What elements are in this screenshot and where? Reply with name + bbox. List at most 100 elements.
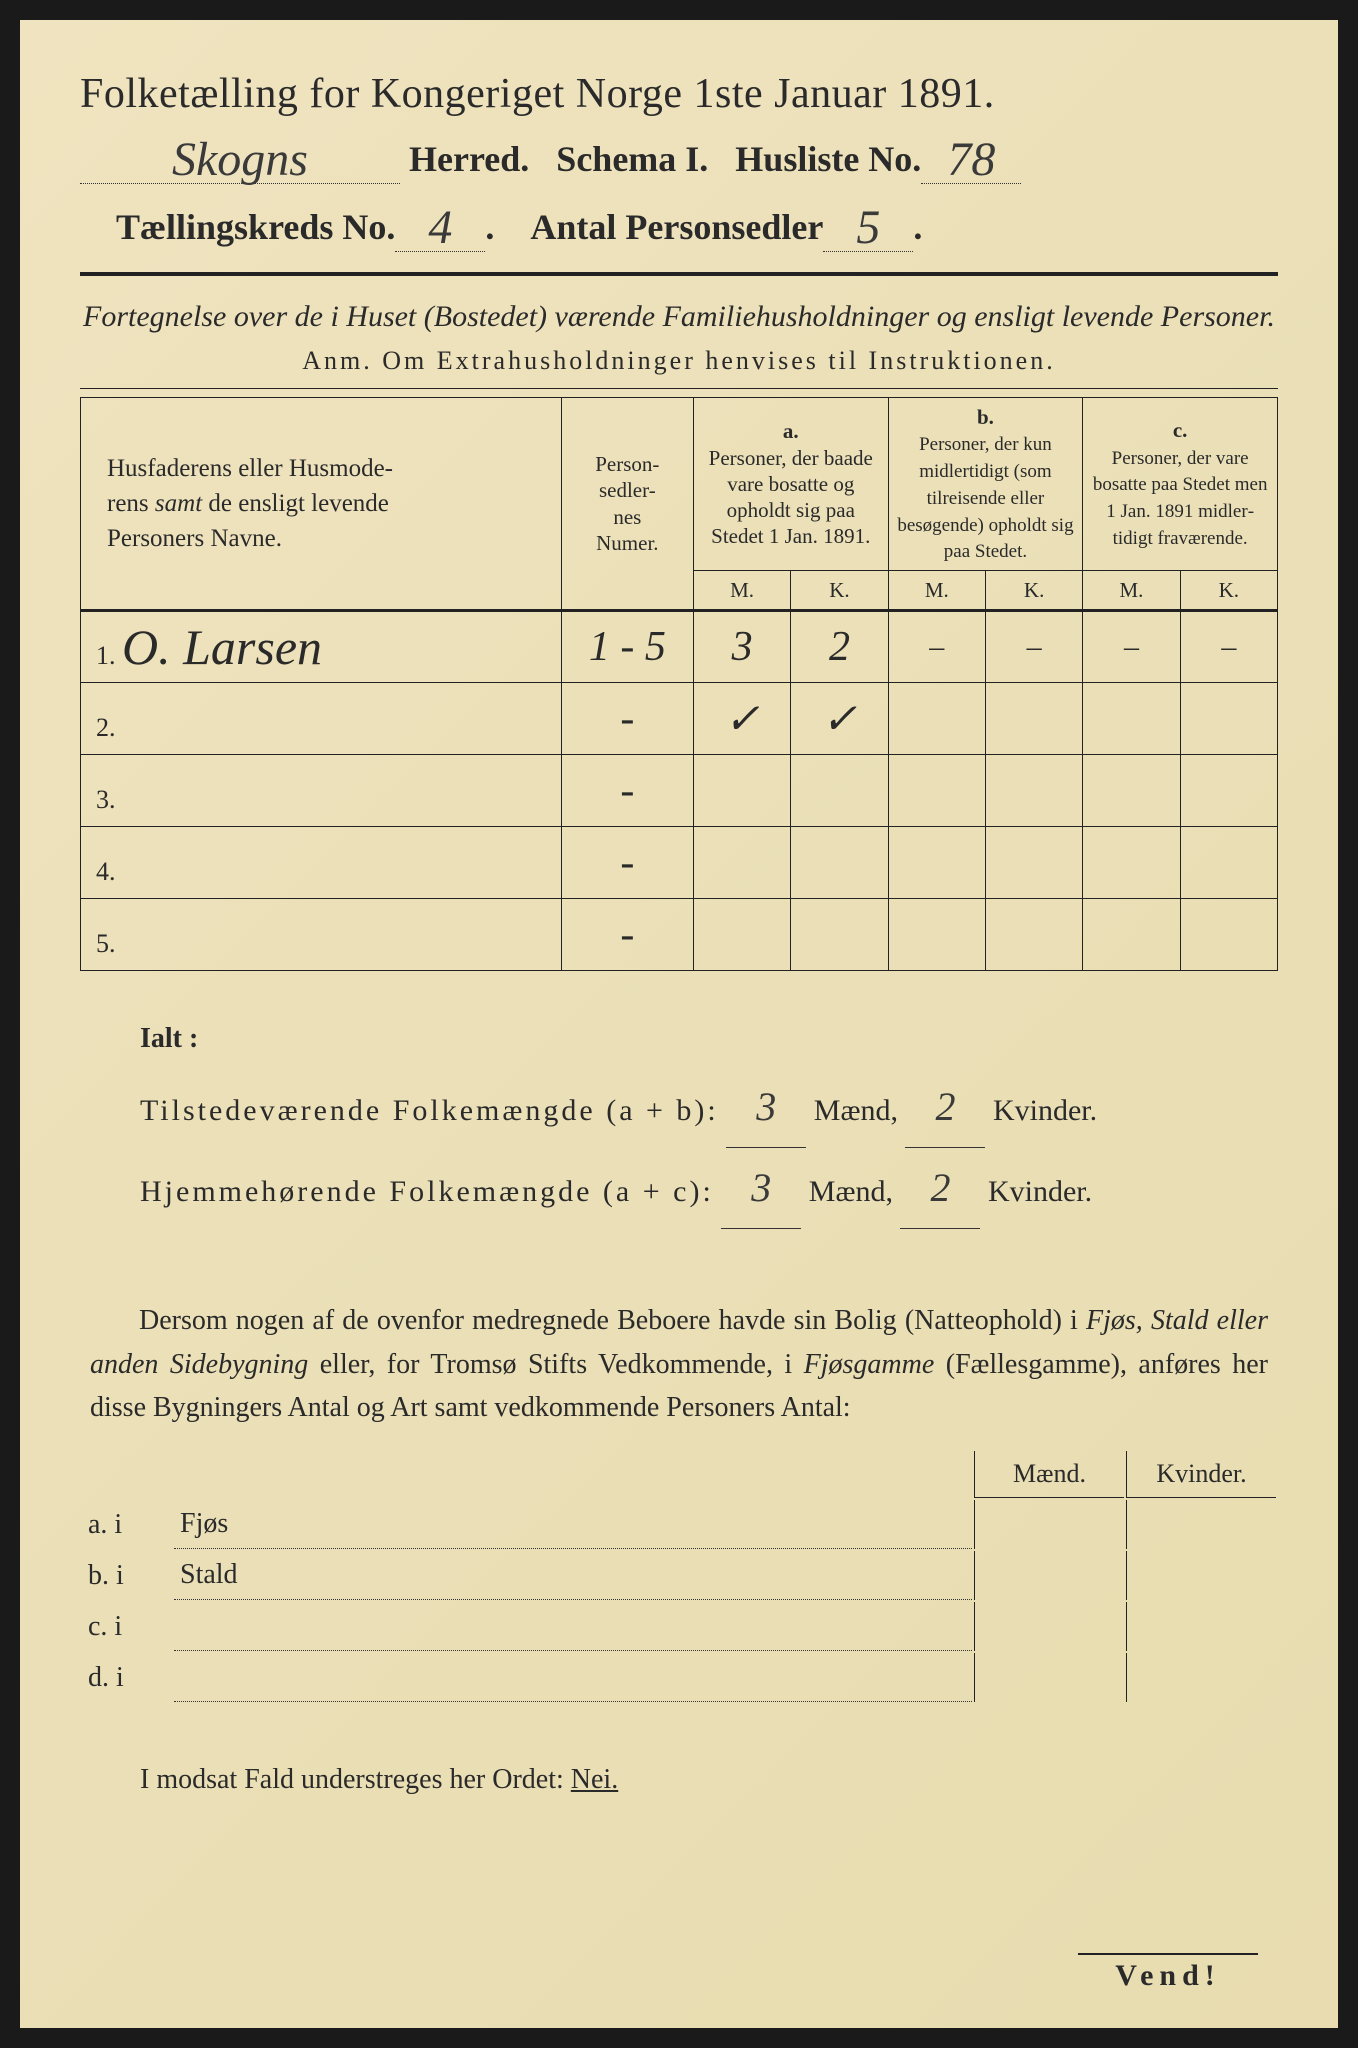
side-row-label: d. i bbox=[82, 1653, 172, 1702]
side-row-text: Fjøs bbox=[174, 1500, 972, 1549]
cell-c-k bbox=[1180, 899, 1277, 971]
paragraph: Dersom nogen af de ovenfor medregnede Be… bbox=[80, 1299, 1278, 1429]
totals-block: Ialt : Tilstedeværende Folkemængde (a + … bbox=[80, 1011, 1278, 1229]
cell-a-m bbox=[693, 899, 790, 971]
row-label: 3. bbox=[81, 755, 562, 827]
side-row: c. i bbox=[82, 1602, 1276, 1651]
cell-b-m bbox=[888, 683, 985, 755]
cell-c-m bbox=[1083, 827, 1180, 899]
side-row: b. iStald bbox=[82, 1551, 1276, 1600]
th-b-m: M. bbox=[888, 571, 985, 611]
side-cell-m bbox=[974, 1551, 1124, 1600]
cell-sedler: 1 - 5 bbox=[561, 611, 693, 683]
totals-line-1: Tilstedeværende Folkemængde (a + b): 3 M… bbox=[140, 1067, 1278, 1148]
cell-a-k: 2 bbox=[791, 611, 888, 683]
schema-label: Schema I. bbox=[556, 138, 708, 180]
husliste-label: Husliste No. bbox=[735, 138, 921, 180]
kreds-field: 4 bbox=[395, 196, 485, 252]
side-row: d. i bbox=[82, 1653, 1276, 1702]
cell-b-m bbox=[888, 899, 985, 971]
side-row-label: b. i bbox=[82, 1551, 172, 1600]
th-a-k: K. bbox=[791, 571, 888, 611]
cell-a-m bbox=[693, 755, 790, 827]
cell-a-m: 3 bbox=[693, 611, 790, 683]
cell-b-k bbox=[985, 755, 1082, 827]
herred-field: Skogns bbox=[80, 128, 400, 184]
th-name: Husfaderens eller Husmode-rens samt de e… bbox=[81, 398, 562, 611]
side-row-text bbox=[174, 1653, 972, 1702]
cell-b-k bbox=[985, 683, 1082, 755]
footer-line: I modsat Fald understreges her Ordet: Ne… bbox=[80, 1764, 1278, 1796]
cell-a-m bbox=[693, 827, 790, 899]
side-row-text: Stald bbox=[174, 1551, 972, 1600]
husliste-field: 78 bbox=[921, 128, 1021, 184]
totals-line-2: Hjemmehørende Folkemængde (a + c): 3 Mæn… bbox=[140, 1148, 1278, 1229]
cell-sedler: - bbox=[561, 827, 693, 899]
row-label: 2. bbox=[81, 683, 562, 755]
cell-sedler: - bbox=[561, 899, 693, 971]
husliste-value: 78 bbox=[947, 133, 995, 186]
ialt-label: Ialt : bbox=[140, 1011, 1278, 1067]
cell-a-k: ✓ bbox=[791, 683, 888, 755]
side-kvinder-head: Kvinder. bbox=[1126, 1451, 1276, 1498]
side-row: a. iFjøs bbox=[82, 1500, 1276, 1549]
table-row: 4. - bbox=[81, 827, 1278, 899]
kreds-label: Tællingskreds No. bbox=[116, 206, 395, 248]
cell-a-k bbox=[791, 899, 888, 971]
vend-label: Vend! bbox=[1078, 1953, 1258, 1993]
divider bbox=[80, 272, 1278, 276]
side-building-table: Mænd. Kvinder. a. iFjøs b. iStald c. i d… bbox=[80, 1449, 1278, 1704]
table-row: 5. - bbox=[81, 899, 1278, 971]
side-cell-k bbox=[1126, 1653, 1276, 1702]
cell-c-m bbox=[1083, 755, 1180, 827]
row-label: 5. bbox=[81, 899, 562, 971]
census-form-page: Folketælling for Kongeriget Norge 1ste J… bbox=[0, 0, 1358, 2048]
personsedler-value: 5 bbox=[856, 201, 880, 254]
cell-b-m bbox=[888, 827, 985, 899]
th-group-c: c. Personer, der vare bosatte paa Stedet… bbox=[1083, 398, 1278, 571]
side-row-label: c. i bbox=[82, 1602, 172, 1651]
footer-word: Nei. bbox=[571, 1764, 618, 1795]
table-row: 2. -✓✓ bbox=[81, 683, 1278, 755]
side-maend-head: Mænd. bbox=[974, 1451, 1124, 1498]
header-row-2: Tællingskreds No. 4 . Antal Personsedler… bbox=[80, 196, 1278, 252]
kreds-value: 4 bbox=[428, 201, 452, 254]
cell-b-m: – bbox=[888, 611, 985, 683]
row-label: 4. bbox=[81, 827, 562, 899]
cell-b-m bbox=[888, 755, 985, 827]
cell-sedler: - bbox=[561, 755, 693, 827]
cell-sedler: - bbox=[561, 683, 693, 755]
cell-c-k bbox=[1180, 683, 1277, 755]
side-cell-k bbox=[1126, 1500, 1276, 1549]
divider bbox=[80, 388, 1278, 389]
cell-b-k: – bbox=[985, 611, 1082, 683]
side-cell-k bbox=[1126, 1551, 1276, 1600]
table-row: 3. - bbox=[81, 755, 1278, 827]
herred-value: Skogns bbox=[172, 133, 308, 186]
cell-c-k bbox=[1180, 755, 1277, 827]
herred-label: Herred. bbox=[409, 138, 529, 180]
cell-b-k bbox=[985, 899, 1082, 971]
anm-note: Anm. Om Extrahusholdninger henvises til … bbox=[80, 346, 1278, 376]
th-group-a: a. Personer, der baade vare bo­satte og … bbox=[693, 398, 888, 571]
header-row-1: Skogns Herred. Schema I. Husliste No. 78 bbox=[80, 128, 1278, 184]
cell-a-m: ✓ bbox=[693, 683, 790, 755]
th-c-m: M. bbox=[1083, 571, 1180, 611]
table-row: 1. O. Larsen1 - 532–––– bbox=[81, 611, 1278, 683]
cell-c-m: – bbox=[1083, 611, 1180, 683]
cell-c-m bbox=[1083, 899, 1180, 971]
cell-c-k: – bbox=[1180, 611, 1277, 683]
th-sedler: Person-sedler-nesNumer. bbox=[561, 398, 693, 611]
side-cell-m bbox=[974, 1653, 1124, 1702]
subtitle: Fortegnelse over de i Huset (Bostedet) v… bbox=[80, 296, 1278, 338]
household-table: Husfaderens eller Husmode-rens samt de e… bbox=[80, 397, 1278, 971]
th-c-k: K. bbox=[1180, 571, 1277, 611]
side-cell-m bbox=[974, 1602, 1124, 1651]
th-group-b: b. Personer, der kun midler­tidigt (som … bbox=[888, 398, 1083, 571]
side-row-text bbox=[174, 1602, 972, 1651]
cell-c-m bbox=[1083, 683, 1180, 755]
personsedler-field: 5 bbox=[823, 196, 913, 252]
side-cell-m bbox=[974, 1500, 1124, 1549]
personsedler-label: Antal Personsedler bbox=[530, 206, 823, 248]
side-row-label: a. i bbox=[82, 1500, 172, 1549]
